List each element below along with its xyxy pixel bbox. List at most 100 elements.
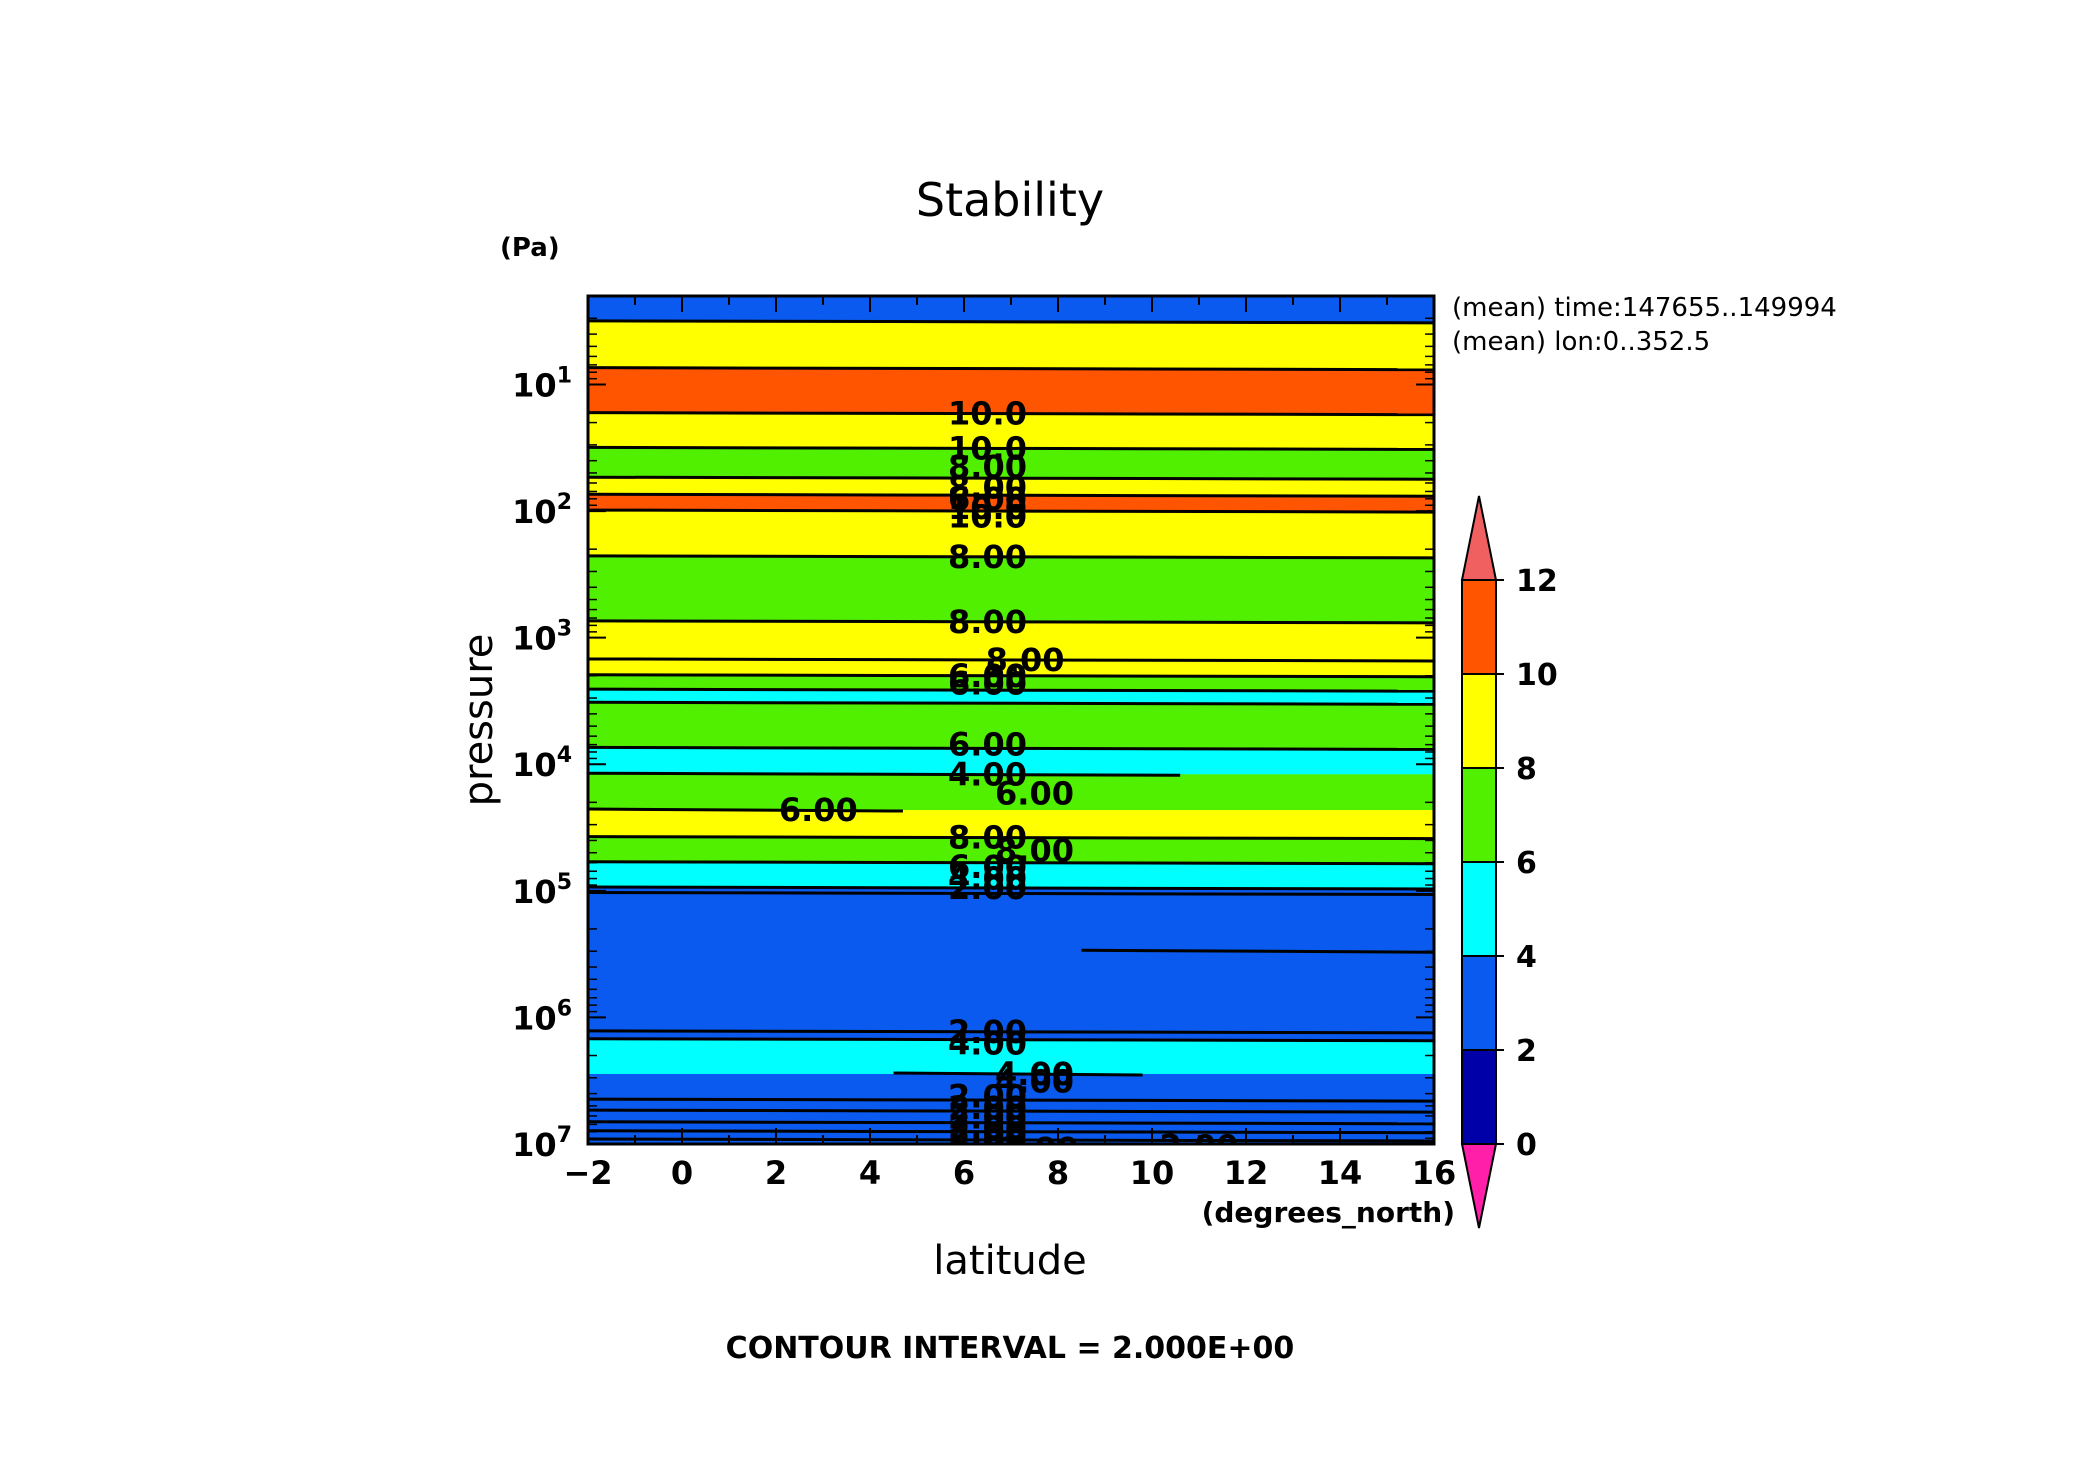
annotation-lon: (mean) lon:0..352.5	[1452, 327, 1710, 357]
contour-lines	[588, 319, 1434, 1150]
contour-label-20: 2.00	[948, 869, 1027, 907]
band-6	[588, 495, 1434, 512]
band-1	[588, 321, 1434, 370]
contour-line-10	[588, 673, 1434, 679]
colorbar-label-1: 2	[1516, 1034, 1537, 1069]
band-10	[588, 675, 1434, 691]
y-tick-label-4: 105	[512, 870, 572, 911]
contour-line-5	[588, 492, 1434, 498]
plot-area: 10.010.08.008.006.0010.010.08.008.008.00…	[588, 296, 1434, 1160]
contour-label-1: 10.0	[948, 429, 1027, 467]
band-19	[588, 1039, 1434, 1075]
contour-label-10: 6.00	[948, 657, 1027, 695]
x-tick-label-3: 4	[859, 1154, 881, 1192]
contour-line-27	[588, 1129, 1434, 1135]
band-9	[588, 621, 1434, 677]
band-12	[588, 703, 1434, 749]
y-tick-label-1: 102	[512, 490, 572, 531]
contour-line-29	[588, 1148, 1434, 1150]
contour-line-23	[893, 1071, 1143, 1077]
y-tick-label-5: 106	[512, 996, 572, 1037]
x-tick-label-5: 8	[1047, 1154, 1069, 1192]
contour-line-0	[588, 319, 1434, 325]
contour-line-15	[588, 807, 903, 813]
contour-line-16	[588, 835, 1434, 841]
colorbar-segment-3	[1461, 767, 1497, 863]
y-tick-label-3: 104	[512, 743, 572, 784]
contour-label-18: 6.00	[948, 848, 1027, 886]
contour-interval-footer: CONTOUR INTERVAL = 2.000E+00	[726, 1331, 1295, 1366]
contour-label-12: 6.00	[948, 726, 1027, 764]
contour-line-22	[588, 1037, 1434, 1043]
band-14	[588, 774, 1434, 811]
x-tick-label-2: 2	[765, 1154, 787, 1192]
contour-line-20	[1081, 948, 1434, 954]
band-3	[588, 413, 1434, 449]
contour-line-8	[588, 619, 1434, 625]
contour-label-11: 6.00	[948, 664, 1027, 702]
colorbar-label-6: 12	[1516, 564, 1558, 599]
y-axis-label: pressure	[456, 634, 502, 807]
band-13	[588, 748, 1434, 775]
x-tick-label-6: 10	[1130, 1154, 1175, 1192]
axes: −2 0 2 4 6 8 10 12 14 16 101 102 103 104 105 106 107	[512, 294, 1457, 1192]
band-8	[588, 556, 1434, 623]
contour-label-13: 4.00	[948, 755, 1027, 793]
band-18	[588, 888, 1434, 1041]
contour-label-21: 2.00	[948, 1013, 1027, 1051]
contour-label-0: 10.0	[948, 395, 1027, 433]
colorbar-over-triangle	[1460, 495, 1498, 581]
band-17	[588, 862, 1434, 889]
contour-label-17: 8.00	[995, 831, 1074, 869]
x-tick-label-9: 16	[1412, 1154, 1457, 1192]
contour-line-17	[588, 860, 1434, 866]
colorbar-segment-0	[1461, 1049, 1497, 1145]
x-tick-label-4: 6	[953, 1154, 975, 1192]
x-tick-label-1: 0	[671, 1154, 693, 1192]
contour-label-14: 6.00	[995, 774, 1074, 812]
x-tick-label-7: 12	[1224, 1154, 1269, 1192]
band-5	[588, 478, 1434, 496]
contour-label-4: 6.00	[948, 480, 1027, 518]
contour-label-28: 2.00	[948, 1109, 1027, 1147]
contour-labels: 10.010.08.008.006.0010.010.08.008.008.00…	[779, 395, 1239, 1160]
contour-line-1	[588, 366, 1434, 372]
colorbar-label-4: 8	[1516, 752, 1537, 787]
contour-label-30: 2.00	[948, 1122, 1027, 1160]
contour-line-6	[588, 508, 1434, 514]
filled-bands	[588, 296, 1434, 1144]
contour-label-15: 6.00	[779, 791, 858, 829]
colorbar-segment-2	[1461, 861, 1497, 957]
colorbar-segment-5	[1461, 579, 1497, 675]
x-axis-units: (degrees_north)	[1202, 1196, 1455, 1229]
colorbar-label-3: 6	[1516, 846, 1537, 881]
contour-line-18	[588, 885, 1434, 891]
contour-line-3	[588, 445, 1434, 451]
colorbar-under-triangle	[1460, 1143, 1498, 1229]
contour-label-8: 8.00	[948, 603, 1027, 641]
band-7	[588, 511, 1434, 558]
y-tick-label-0: 101	[512, 363, 572, 404]
annotation-block: (mean) time:147655..149994 (mean) lon:0.…	[1452, 293, 1837, 357]
band-2	[588, 368, 1434, 415]
contour-line-24	[588, 1097, 1434, 1103]
band-15	[588, 810, 1434, 839]
y-axis-units: (Pa)	[500, 233, 560, 263]
y-tick-label-2: 103	[512, 617, 572, 658]
contour-line-14	[588, 771, 1181, 777]
colorbar: 0 2 4 6 8 10 12	[1460, 495, 1558, 1229]
y-tick-label-6: 107	[512, 1123, 572, 1164]
colorbar-label-5: 10	[1516, 658, 1558, 693]
band-16	[588, 837, 1434, 864]
band-11	[588, 690, 1434, 704]
band-4	[588, 448, 1434, 479]
contour-label-3: 8.00	[948, 468, 1027, 506]
contour-line-9	[588, 657, 1434, 663]
contour-line-11	[588, 687, 1434, 693]
contour-line-13	[588, 745, 1434, 751]
contour-label-25: 2.00	[948, 1077, 1027, 1115]
contour-line-26	[588, 1120, 1434, 1126]
contour-line-7	[588, 554, 1434, 560]
contour-label-5: 10.0	[948, 489, 1027, 527]
